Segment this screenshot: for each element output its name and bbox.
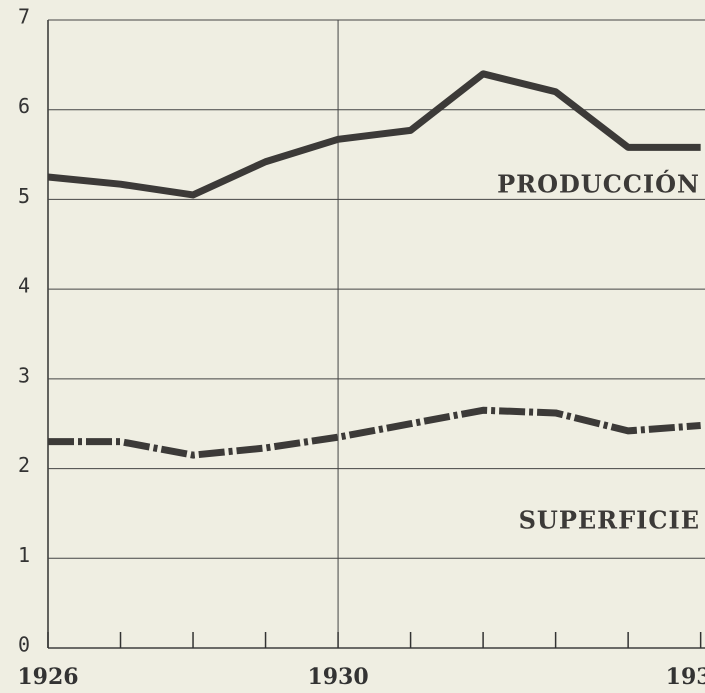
y-tick-label: 2 [18,453,30,477]
x-tick-label: 1930 [307,664,368,690]
x-tick-label: 193 [666,664,705,690]
y-tick-label: 7 [18,5,30,29]
series-label: SUPERFICIE [519,506,700,535]
y-tick-label: 0 [18,633,30,657]
y-tick-label: 1 [18,543,30,567]
y-tick-label: 3 [18,363,30,387]
x-tick-label: 1926 [17,664,78,690]
y-tick-label: 4 [18,274,30,298]
y-tick-label: 5 [18,184,30,208]
y-tick-label: 6 [18,94,30,118]
series-line [48,406,701,459]
series-label: PRODUCCIÓN [497,170,700,199]
series-line [47,70,701,199]
